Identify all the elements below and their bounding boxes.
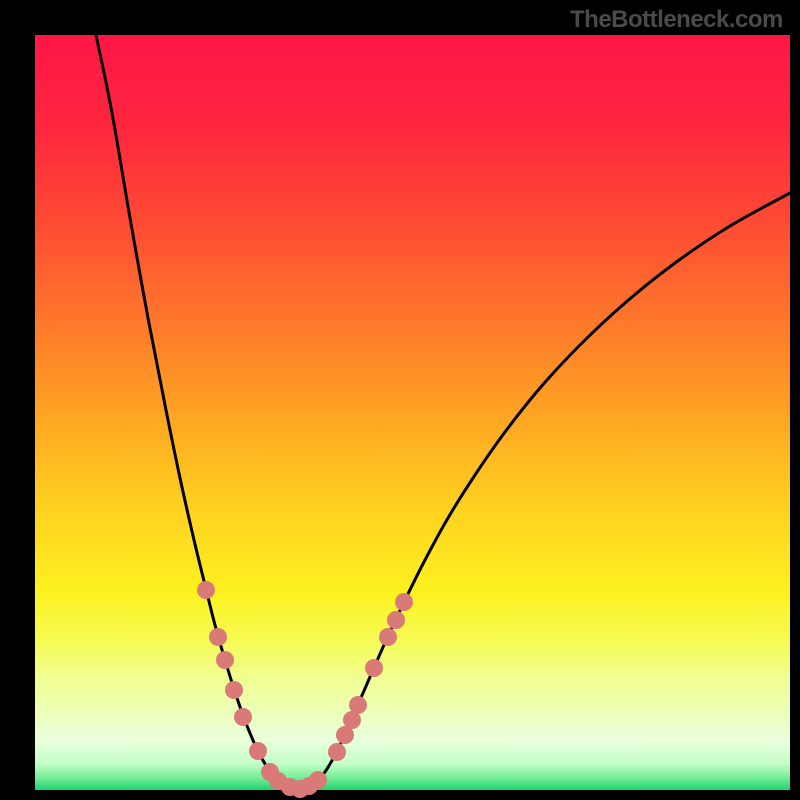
data-marker (225, 681, 243, 699)
data-marker (365, 659, 383, 677)
data-marker (309, 771, 327, 789)
data-marker (387, 611, 405, 629)
chart-canvas: TheBottleneck.com (0, 0, 800, 800)
data-marker (249, 742, 267, 760)
data-marker (395, 593, 413, 611)
chart-svg (0, 0, 800, 800)
data-marker (379, 628, 397, 646)
data-marker (234, 708, 252, 726)
data-marker (209, 628, 227, 646)
plot-area (35, 35, 790, 790)
data-marker (328, 743, 346, 761)
data-marker (197, 581, 215, 599)
watermark-text: TheBottleneck.com (570, 6, 783, 34)
data-marker (349, 696, 367, 714)
data-marker (216, 651, 234, 669)
